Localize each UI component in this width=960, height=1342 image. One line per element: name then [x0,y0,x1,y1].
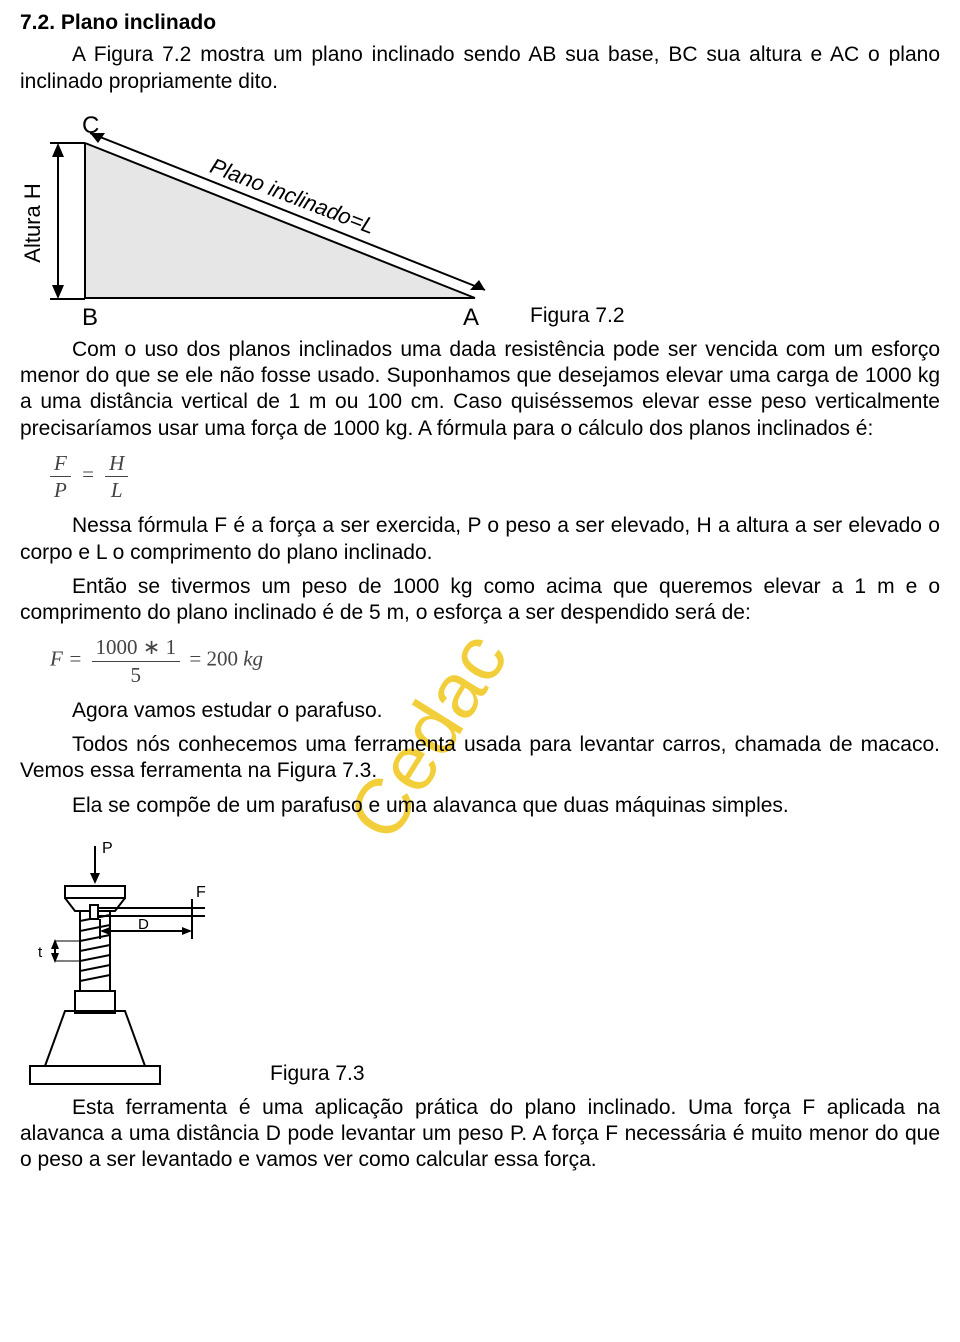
lever-pivot [90,905,98,919]
f1-rhs-num: H [105,450,128,477]
formula-f-200: F = 1000 ∗ 1 5 = 200 kg [50,634,940,688]
thread-7 [80,975,110,981]
jack-cap-top [65,886,125,898]
formula-fp-hl: F P = H L [50,450,940,504]
jack-base [30,1066,160,1084]
f1-lhs-den: P [50,477,71,503]
thread-4 [80,945,110,951]
paragraph-2: Com o uso dos planos inclinados uma dada… [20,337,940,442]
d-arrow-r [182,927,192,935]
height-arrow-bottom [52,285,64,299]
paragraph-3: Nessa fórmula F é a força a ser exercida… [20,513,940,566]
thread-6 [80,965,110,971]
paragraph-7: Ela se compõe de um parafuso e uma alava… [20,793,940,819]
thread-5 [80,955,110,961]
section-heading: 7.2. Plano inclinado [20,10,940,36]
height-arrow-top [52,143,64,157]
figure-7-3-caption: Figura 7.3 [270,1061,365,1087]
jack-collar [75,991,115,1013]
label-p: P [102,840,113,857]
label-t: t [38,944,43,961]
f2-lhs: F = [50,647,82,671]
figure-7-3: P F D t [10,831,220,1091]
label-altura: Altura H [20,183,45,262]
thread-3 [80,935,110,941]
figure-7-2-caption: Figura 7.2 [530,303,625,329]
paragraph-5: Agora vamos estudar o parafuso. [20,698,940,724]
d-arrow-l [100,927,110,935]
f2-rhs: = 200 kg [189,647,263,671]
paragraph-1: A Figura 7.2 mostra um plano inclinado s… [20,42,940,95]
f1-rhs-den: L [105,477,128,503]
f2-den: 5 [92,662,181,688]
paragraph-6: Todos nós conhecemos uma ferramenta usad… [20,732,940,785]
paragraph-8: Esta ferramenta é uma aplicação prática … [20,1095,940,1174]
f2-num: 1000 ∗ 1 [92,634,181,661]
f1-lhs-num: F [50,450,71,477]
label-b: B [82,304,98,331]
f1-eq: = [82,462,94,486]
jack-base-taper [45,1011,145,1066]
label-f: F [196,884,206,901]
p-arrow-head [90,873,100,884]
paragraph-4: Então se tivermos um peso de 1000 kg com… [20,574,940,627]
label-a: A [463,304,479,331]
label-d: D [138,916,149,933]
figure-7-2: C B A Altura H Plano inclinado=L [10,103,510,333]
label-c: C [82,112,99,139]
